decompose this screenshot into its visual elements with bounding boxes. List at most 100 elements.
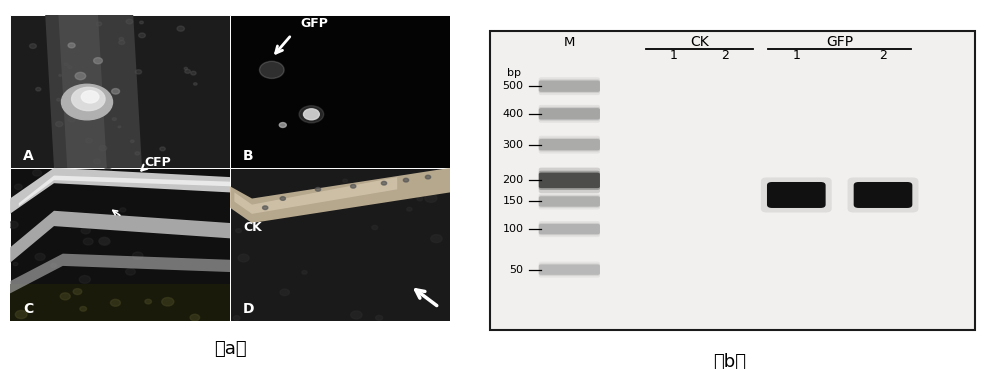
FancyBboxPatch shape: [539, 80, 600, 92]
Circle shape: [205, 294, 216, 302]
Circle shape: [302, 270, 307, 274]
Circle shape: [83, 238, 93, 245]
Circle shape: [35, 254, 45, 261]
Circle shape: [351, 311, 362, 319]
Polygon shape: [19, 176, 230, 206]
Circle shape: [13, 262, 18, 266]
Circle shape: [417, 197, 423, 201]
Text: CK: CK: [243, 221, 262, 234]
FancyBboxPatch shape: [539, 173, 600, 188]
Circle shape: [8, 221, 18, 228]
FancyBboxPatch shape: [539, 171, 600, 190]
Bar: [230, 168, 450, 321]
Circle shape: [119, 40, 125, 45]
Circle shape: [259, 61, 284, 79]
Polygon shape: [45, 15, 142, 168]
Circle shape: [118, 126, 121, 128]
Circle shape: [57, 99, 60, 101]
FancyBboxPatch shape: [761, 177, 832, 213]
Circle shape: [381, 182, 387, 185]
FancyBboxPatch shape: [539, 224, 600, 234]
Circle shape: [99, 145, 107, 151]
Text: 150: 150: [502, 196, 523, 207]
Circle shape: [280, 289, 289, 296]
Circle shape: [439, 189, 444, 192]
Circle shape: [79, 276, 90, 283]
Bar: [10, 284, 230, 321]
Circle shape: [185, 69, 190, 73]
Text: B: B: [243, 149, 254, 163]
Circle shape: [425, 194, 437, 203]
Circle shape: [372, 225, 378, 230]
Circle shape: [177, 26, 184, 31]
Text: 200: 200: [502, 175, 523, 185]
Circle shape: [403, 178, 409, 182]
Text: 1: 1: [792, 49, 800, 62]
Circle shape: [191, 71, 196, 75]
Circle shape: [64, 63, 68, 66]
Circle shape: [190, 314, 200, 321]
Circle shape: [99, 238, 110, 245]
Bar: [230, 15, 450, 168]
Circle shape: [376, 315, 383, 320]
Circle shape: [343, 179, 348, 183]
Polygon shape: [10, 211, 230, 263]
FancyBboxPatch shape: [539, 168, 600, 193]
Circle shape: [279, 123, 286, 127]
Circle shape: [238, 254, 249, 262]
Circle shape: [120, 208, 126, 212]
FancyBboxPatch shape: [539, 108, 600, 120]
Text: （b）: （b）: [714, 353, 746, 369]
Text: CFP: CFP: [144, 156, 171, 169]
Circle shape: [194, 83, 197, 85]
Circle shape: [351, 184, 356, 188]
Circle shape: [51, 263, 57, 268]
Circle shape: [85, 138, 92, 143]
Circle shape: [263, 206, 268, 210]
Circle shape: [299, 106, 324, 123]
Circle shape: [315, 187, 321, 191]
Circle shape: [162, 297, 174, 306]
Text: 1: 1: [670, 49, 678, 62]
FancyBboxPatch shape: [539, 263, 600, 276]
Circle shape: [15, 310, 27, 318]
Circle shape: [135, 70, 142, 74]
Text: 500: 500: [502, 81, 523, 91]
Circle shape: [236, 228, 242, 233]
Circle shape: [72, 87, 105, 111]
Circle shape: [94, 159, 101, 164]
Circle shape: [81, 91, 99, 103]
Circle shape: [36, 87, 41, 91]
Circle shape: [30, 44, 36, 48]
FancyBboxPatch shape: [539, 196, 600, 207]
Circle shape: [6, 202, 16, 209]
Circle shape: [280, 197, 285, 200]
Circle shape: [98, 178, 103, 182]
Circle shape: [130, 140, 134, 142]
FancyBboxPatch shape: [539, 79, 600, 93]
Text: 2: 2: [879, 49, 887, 62]
Text: A: A: [23, 149, 34, 163]
Circle shape: [364, 196, 371, 201]
Circle shape: [96, 22, 102, 26]
Circle shape: [73, 289, 82, 294]
Circle shape: [82, 173, 90, 179]
Circle shape: [59, 75, 62, 76]
Circle shape: [119, 37, 124, 41]
Circle shape: [184, 67, 188, 70]
FancyBboxPatch shape: [539, 139, 600, 150]
Circle shape: [15, 184, 22, 190]
Circle shape: [61, 84, 113, 120]
Text: D: D: [243, 302, 255, 316]
Circle shape: [126, 268, 135, 275]
Circle shape: [132, 252, 143, 259]
Circle shape: [140, 21, 143, 24]
Circle shape: [425, 175, 431, 179]
FancyBboxPatch shape: [539, 138, 600, 152]
FancyBboxPatch shape: [539, 262, 600, 278]
FancyBboxPatch shape: [539, 136, 600, 154]
Text: CK: CK: [690, 35, 709, 49]
Circle shape: [112, 89, 120, 94]
Circle shape: [126, 19, 133, 24]
Text: GFP: GFP: [300, 17, 328, 30]
